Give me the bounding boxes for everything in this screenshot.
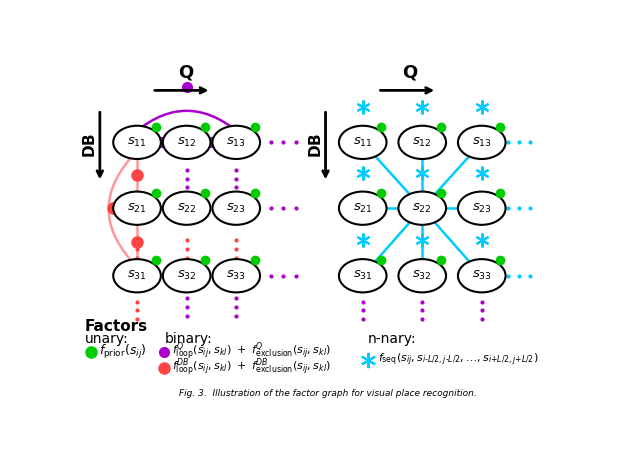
Text: $s_{31}$: $s_{31}$ (353, 269, 372, 282)
Ellipse shape (339, 192, 387, 225)
Text: $f^{DB}_{\mathrm{loop}}(s_{ij},s_{kl})\ +\ f^{DB}_{\mathrm{exclusion}}(s_{ij},s_: $f^{DB}_{\mathrm{loop}}(s_{ij},s_{kl})\ … (172, 356, 331, 379)
Text: $\mathbf{DB}$: $\mathbf{DB}$ (308, 133, 324, 158)
Text: $s_{21}$: $s_{21}$ (127, 202, 147, 215)
Text: $s_{21}$: $s_{21}$ (353, 202, 372, 215)
Ellipse shape (163, 192, 211, 225)
Text: n-nary:: n-nary: (367, 332, 416, 346)
Text: $s_{12}$: $s_{12}$ (177, 136, 196, 149)
Text: $s_{11}$: $s_{11}$ (127, 136, 147, 149)
Text: Factors: Factors (85, 319, 148, 333)
Text: $\mathbf{Q}$: $\mathbf{Q}$ (179, 63, 195, 82)
Ellipse shape (399, 126, 446, 159)
Ellipse shape (458, 126, 506, 159)
Text: $\mathbf{Q}$: $\mathbf{Q}$ (402, 63, 418, 82)
Text: $s_{23}$: $s_{23}$ (472, 202, 492, 215)
Ellipse shape (212, 126, 260, 159)
Text: $f_{\mathrm{prior}}(s_{ij})$: $f_{\mathrm{prior}}(s_{ij})$ (99, 343, 147, 361)
Ellipse shape (212, 192, 260, 225)
Text: $s_{31}$: $s_{31}$ (127, 269, 147, 282)
Ellipse shape (113, 259, 161, 292)
Text: $s_{22}$: $s_{22}$ (177, 202, 196, 215)
Ellipse shape (399, 192, 446, 225)
Ellipse shape (113, 192, 161, 225)
Ellipse shape (339, 126, 387, 159)
Text: $s_{32}$: $s_{32}$ (412, 269, 432, 282)
Ellipse shape (212, 259, 260, 292)
Ellipse shape (113, 126, 161, 159)
Text: $s_{33}$: $s_{33}$ (472, 269, 492, 282)
Ellipse shape (163, 259, 211, 292)
Ellipse shape (458, 259, 506, 292)
Text: binary:: binary: (164, 332, 212, 346)
Text: $s_{32}$: $s_{32}$ (177, 269, 196, 282)
Text: unary:: unary: (85, 332, 129, 346)
Text: $f_{\mathrm{seq}}(s_{ij},s_{i\text{-}L/2,j\text{-}L/2},\ldots,s_{i\text{+}L/2,j\: $f_{\mathrm{seq}}(s_{ij},s_{i\text{-}L/2… (378, 352, 538, 368)
Ellipse shape (163, 126, 211, 159)
Text: Fig. 3.  Illustration of the factor graph for visual place recognition.: Fig. 3. Illustration of the factor graph… (179, 389, 477, 398)
Text: $s_{12}$: $s_{12}$ (412, 136, 432, 149)
Text: $s_{11}$: $s_{11}$ (353, 136, 372, 149)
Text: $f^Q_{\mathrm{loop}}(s_{ij},s_{kl})\ +\ f^Q_{\mathrm{exclusion}}(s_{ij},s_{kl})$: $f^Q_{\mathrm{loop}}(s_{ij},s_{kl})\ +\ … (172, 341, 331, 363)
Ellipse shape (339, 259, 387, 292)
Text: $s_{13}$: $s_{13}$ (227, 136, 246, 149)
Text: $s_{23}$: $s_{23}$ (227, 202, 246, 215)
Text: $s_{22}$: $s_{22}$ (412, 202, 432, 215)
Text: $s_{33}$: $s_{33}$ (227, 269, 246, 282)
Text: $\mathbf{DB}$: $\mathbf{DB}$ (82, 133, 98, 158)
Ellipse shape (399, 259, 446, 292)
Text: $s_{13}$: $s_{13}$ (472, 136, 492, 149)
Ellipse shape (458, 192, 506, 225)
